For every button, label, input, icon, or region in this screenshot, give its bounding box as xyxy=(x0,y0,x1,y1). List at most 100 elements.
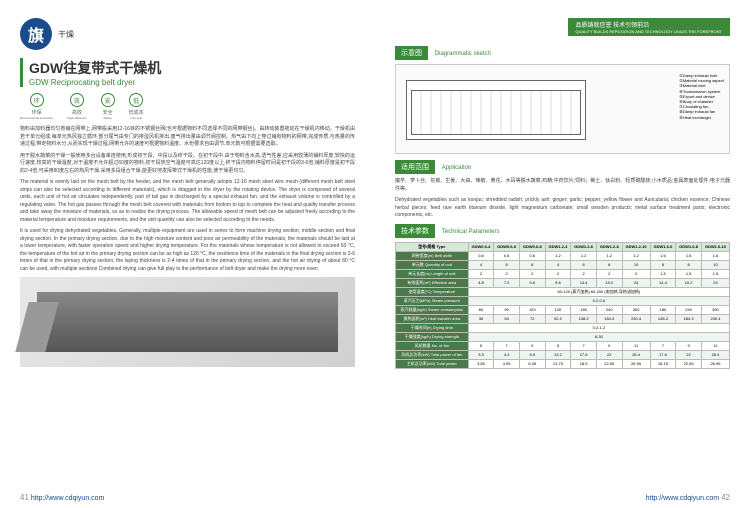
table-cell: 54 xyxy=(494,314,520,323)
table-cell: 240 xyxy=(676,305,702,314)
row-label: 干燥强度(kg/h) Drying strength xyxy=(396,332,469,341)
table-cell: 120 xyxy=(545,305,571,314)
table-header: 型号/规格 Type xyxy=(396,242,469,251)
table-cell: 4 xyxy=(468,260,494,269)
table-cell: 240 xyxy=(596,305,622,314)
table-cell: 7 xyxy=(494,341,520,350)
row-label: 蒸汽压力(MPa) Steam pressure xyxy=(396,296,469,305)
table-row: 单元数 Quantity of unit468468106810 xyxy=(396,260,730,269)
table-row: 风机数量 No. of fan579579117911 xyxy=(396,341,730,350)
table-cell: 4.4 xyxy=(494,350,520,359)
table-cell: 1.6 xyxy=(676,251,702,260)
row-label: 蒸汽耗量(kg/h) Steam consumption xyxy=(396,305,469,314)
top-bar: 品质铸就信誉 技术引领前沿 QUALITY BUILDS REPUTATION … xyxy=(568,18,730,36)
table-cell: 300 xyxy=(622,305,650,314)
table-cell: 1.2 xyxy=(545,251,571,260)
table-row: 干燥时间(h) Drying time0.2-1.2 xyxy=(396,323,730,332)
table-cell: 2 xyxy=(519,269,545,278)
feature-item: 安安全Safety xyxy=(101,93,115,120)
footer-url: http://www.cdqiyun.com xyxy=(31,495,105,502)
body-en2: It is used for drying dehydrated vegetab… xyxy=(20,228,355,273)
page-num-left: 41 xyxy=(20,493,29,502)
table-cell: 1.6 xyxy=(650,251,676,260)
row-label: 使用温度(°C) Temperature xyxy=(396,287,469,296)
body-cn1: 物料由加料器均匀地铺在网带上,网带般采用12-16目的不锈钢丝网(也可根据物料不… xyxy=(20,126,355,149)
table-cell: 9.6 xyxy=(519,278,545,287)
table-cell: 5 xyxy=(545,341,571,350)
table-header: GDW1.2-10 xyxy=(622,242,650,251)
table-cell: 90 xyxy=(494,305,520,314)
table-cell: 22 xyxy=(676,350,702,359)
table-cell: 2 xyxy=(545,269,571,278)
table-header: GDW0.6-8 xyxy=(519,242,545,251)
row-label: 单元长度(m) Length of unit xyxy=(396,269,469,278)
logo: 旗 xyxy=(20,18,52,50)
row-label: 网带宽度(m) Belt width xyxy=(396,251,469,260)
table-cell: 6 xyxy=(571,260,597,269)
table-cell: 9.6 xyxy=(545,278,571,287)
table-cell: 17.6 xyxy=(571,350,597,359)
table-cell: 19.2 xyxy=(676,278,702,287)
table-cell: 60-120 (蒸汽加热) 60-200 (电加热,导热油加热) xyxy=(468,287,729,296)
table-header: GDW1.2-4 xyxy=(545,242,571,251)
table-cell: 26.95 xyxy=(622,359,650,368)
diagram-header-en: Diagrammatic sketch xyxy=(435,51,491,57)
table-cell: 120 xyxy=(519,305,545,314)
table-cell: 19.2 xyxy=(596,278,622,287)
footer-right: http://www.cdqiyun.com 42 xyxy=(646,493,730,502)
table-cell: 0.2-1.2 xyxy=(468,323,729,332)
table-header: GDW1.6-10 xyxy=(701,242,729,251)
table-cell: 60 xyxy=(468,305,494,314)
table-cell: 17.6 xyxy=(650,350,676,359)
table-cell: 4.8 xyxy=(468,278,494,287)
table-cell: 22.55 xyxy=(676,359,702,368)
app-cn: 魔芋、萝卜丝、花椒、生姜、大蒜、辣椒、黄花、木耳等脱水蔬菜;鸡精;中药饮片;饲料… xyxy=(395,178,730,193)
table-header: GDW1.6-6 xyxy=(650,242,676,251)
table-cell: 7 xyxy=(571,341,597,350)
app-en: Dehydrated vegetables such as konjac; sh… xyxy=(395,197,730,220)
table-cell: 230.4 xyxy=(622,314,650,323)
feature-item: 效高效High efficiency xyxy=(67,93,86,120)
title-block: GDW往复带式干燥机 GDW Reciprocating belt dryer xyxy=(20,58,355,87)
feature-item: 环环保Environmental protection xyxy=(20,93,53,120)
table-cell: 138.2 xyxy=(571,314,597,323)
table-cell: 2 xyxy=(494,269,520,278)
table-cell: 9 xyxy=(596,341,622,350)
app-header: 适用范围 xyxy=(395,160,435,174)
table-header: GDW1.2-6 xyxy=(571,242,597,251)
table-cell: 300 xyxy=(701,305,729,314)
body-en1: The material is evenly laid on the mesh … xyxy=(20,179,355,224)
table-cell: 0.2-0.6 xyxy=(468,296,729,305)
table-cell: 6 xyxy=(650,260,676,269)
table-row: 单元长度(m) Length of unit22222221.51.51.5 xyxy=(396,269,730,278)
table-cell: 0.6 xyxy=(468,251,494,260)
table-cell: 10 xyxy=(622,260,650,269)
app-header-en: Application xyxy=(442,165,471,171)
title-en: GDW Reciprocating belt dryer xyxy=(29,78,355,87)
diagram-label: ⑨Heat exchanger xyxy=(679,115,724,120)
table-cell: 18.5 xyxy=(571,359,597,368)
table-cell: 11 xyxy=(622,341,650,350)
table-cell: 6.05 xyxy=(519,359,545,368)
table-cell: 1.5 xyxy=(676,269,702,278)
table-cell: 13.2 xyxy=(545,350,571,359)
footer-url-r: http://www.cdqiyun.com xyxy=(646,495,720,502)
features-row: 环环保Environmental protection 效高效High effic… xyxy=(20,93,355,120)
diagram-label: ④Transmission system xyxy=(679,89,724,94)
table-cell: 0.6 xyxy=(494,251,520,260)
table-header: GDW0.6-4 xyxy=(468,242,494,251)
table-cell: 6 xyxy=(494,260,520,269)
table-row: 主机总功率(kW) Total power3.854.956.0513.7518… xyxy=(396,359,730,368)
table-cell: 36 xyxy=(468,314,494,323)
table-row: 蒸汽压力(MPa) Steam pressure0.2-0.6 xyxy=(396,296,730,305)
table-cell: 18.15 xyxy=(650,359,676,368)
table-row: 有效面积(m²) Effective area4.87.29.69.614.41… xyxy=(396,278,730,287)
table-cell: 14.4 xyxy=(650,278,676,287)
row-label: 风机总功率(kW) Total power of fan xyxy=(396,350,469,359)
table-cell: 10 xyxy=(701,260,729,269)
diagram-sketch: ①Damp exhaust hole②Material moving aspec… xyxy=(395,64,730,154)
table-cell: 26.4 xyxy=(701,350,729,359)
table-cell: 11 xyxy=(701,341,729,350)
table-cell: 24 xyxy=(701,278,729,287)
table-cell: 22 xyxy=(596,350,622,359)
